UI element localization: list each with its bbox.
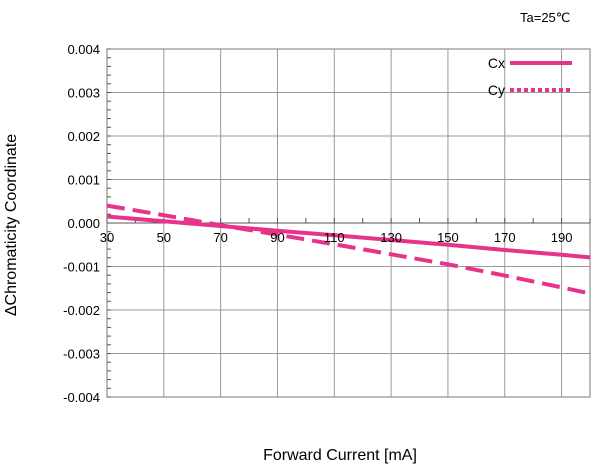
y-tick-label: 0.000	[67, 216, 100, 231]
y-tick-label: -0.002	[63, 303, 100, 318]
x-axis-label: Forward Current [mA]	[263, 447, 417, 464]
y-tick-label: 0.004	[67, 42, 100, 57]
x-tick-label: 90	[270, 230, 284, 245]
y-tick-label: 0.001	[67, 173, 100, 188]
x-tick-label: 150	[437, 230, 459, 245]
series-line-cx	[106, 214, 591, 260]
x-tick-label: 110	[324, 230, 345, 245]
x-tick-label: 190	[551, 230, 573, 245]
y-tick-label: 0.003	[67, 86, 100, 101]
y-tick-label: -0.003	[63, 347, 100, 362]
x-tick-label: 130	[380, 230, 402, 245]
y-tick-label: -0.001	[63, 260, 100, 275]
series-line-cy	[106, 203, 591, 296]
x-tick-label: 170	[494, 230, 516, 245]
x-tick-label: 30	[100, 230, 114, 245]
x-tick-label: 70	[213, 230, 227, 245]
legend-label-cy: Cy	[488, 82, 505, 98]
y-axis-label: ΔChromaticity Coordinate	[3, 134, 20, 316]
y-tick-label: 0.002	[67, 129, 100, 144]
temperature-condition: Ta=25℃	[520, 10, 570, 25]
plot-area: 30 50 70 90 110 130 150 170 190 0.004 0.003 0.002 0.…	[63, 42, 591, 405]
legend-label-cx: Cx	[488, 55, 505, 71]
x-tick-label: 50	[157, 230, 171, 245]
y-tick-label: -0.004	[63, 390, 100, 405]
